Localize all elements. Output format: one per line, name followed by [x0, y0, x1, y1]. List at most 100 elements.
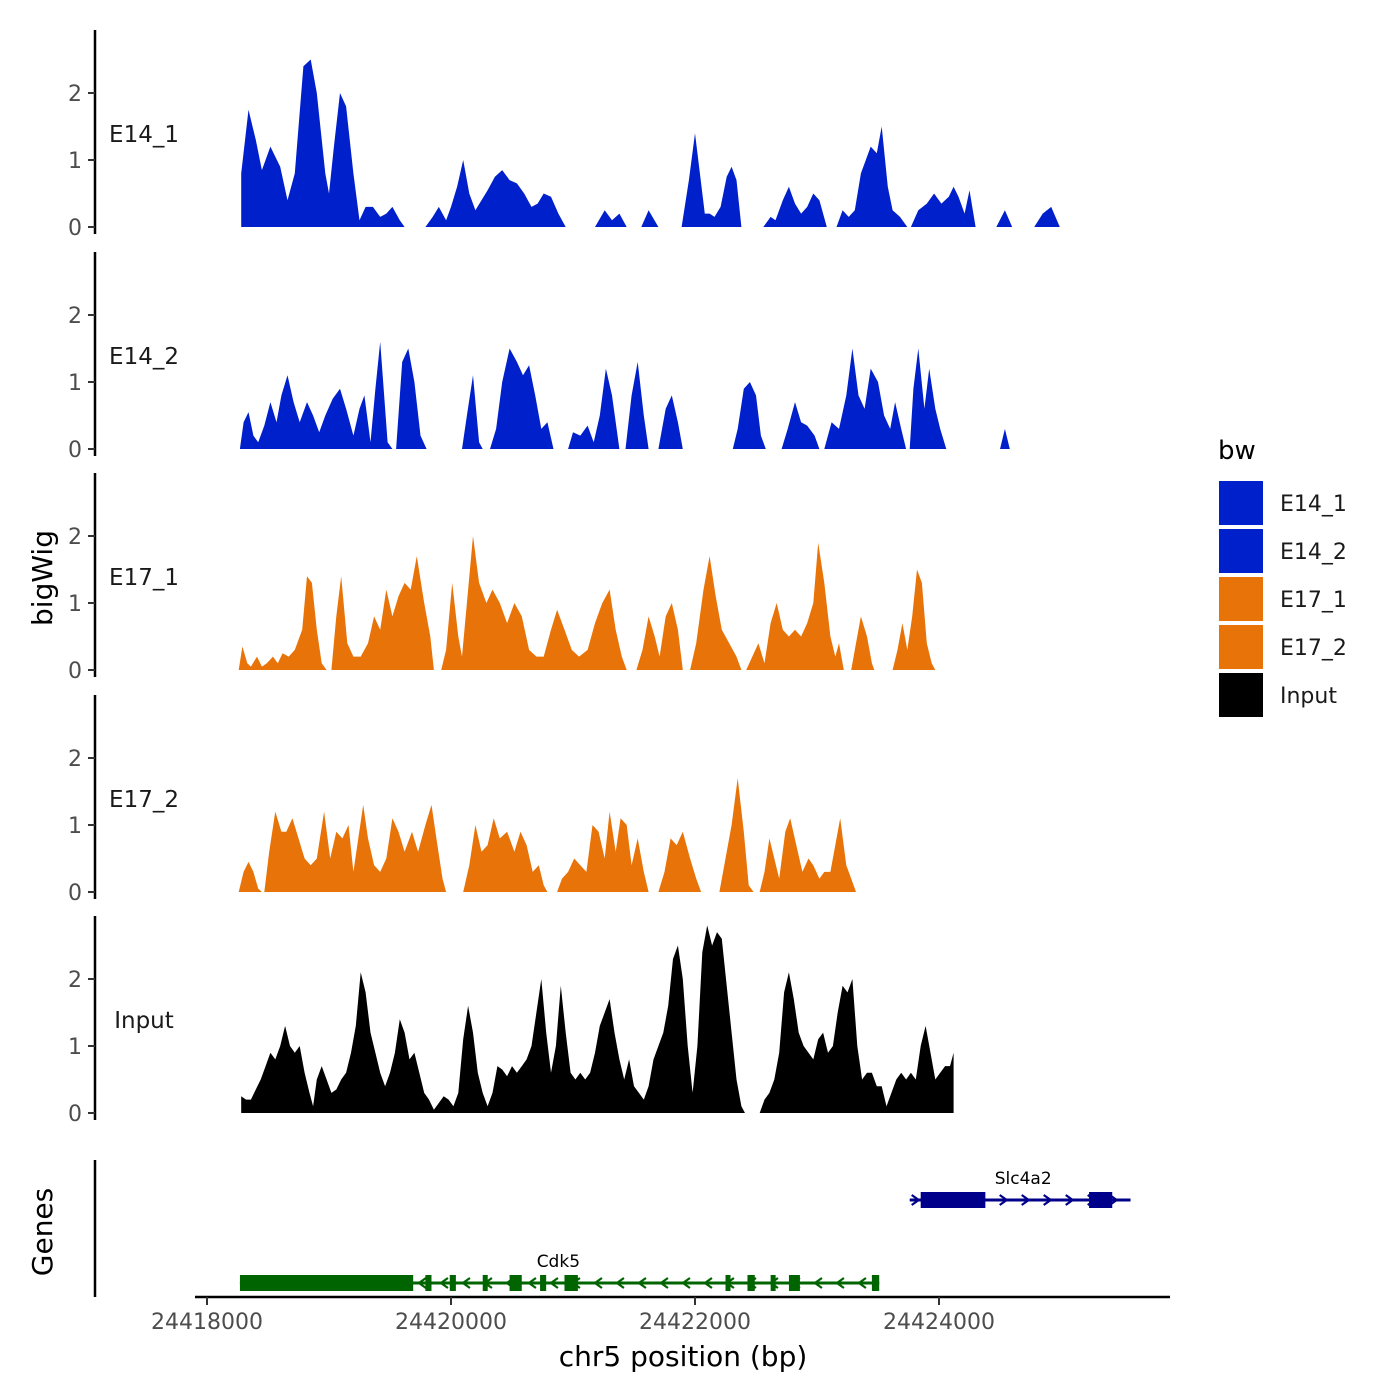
- track-E17_2: 0 1 2 E17_2: [68, 695, 856, 906]
- strand-arrow: [1021, 1194, 1031, 1206]
- x-tick-label: 24420000: [395, 1310, 507, 1335]
- x-tick-label: 24418000: [151, 1310, 263, 1335]
- y-tick-label: 1: [68, 371, 82, 396]
- signal-area-E14_2: [462, 375, 483, 449]
- y-tick-label: 2: [68, 968, 82, 993]
- signal-area-E17_1: [690, 556, 742, 670]
- gene-Slc4a2: Slc4a2: [909, 1169, 1131, 1208]
- strand-arrow: [659, 1277, 669, 1289]
- signal-area-E17_2: [719, 778, 754, 892]
- signal-area-E14_2: [490, 348, 554, 449]
- signal-area-E17_2: [463, 818, 548, 892]
- y-tick-label: 1: [68, 814, 82, 839]
- signal-area-E14_1: [836, 126, 908, 227]
- signal-area-E17_2: [759, 818, 856, 892]
- strand-arrow: [527, 1277, 537, 1289]
- gene-exon: [788, 1275, 800, 1291]
- signal-area-E14_1: [681, 133, 742, 227]
- strand-arrow: [593, 1277, 603, 1289]
- track-E14_2: 0 1 2 E14_2: [68, 252, 1010, 463]
- signal-area-E14_2: [1000, 428, 1010, 449]
- gene-label: Cdk5: [537, 1252, 580, 1272]
- y-tick-label: 0: [68, 216, 82, 241]
- strand-arrow: [461, 1277, 471, 1289]
- y-tick-label: 2: [68, 304, 82, 329]
- legend-label: E14_1: [1280, 492, 1347, 517]
- legend: bw E14_1 E14_2 E17_1 E17_2 Input: [1217, 436, 1347, 719]
- track-label: Input: [114, 1008, 174, 1034]
- gene-Cdk5: Cdk5: [239, 1252, 880, 1291]
- signal-area-Input: [241, 925, 745, 1113]
- signal-area-E14_1: [910, 186, 976, 227]
- y-tick-label: 2: [68, 747, 82, 772]
- signal-area-E14_2: [732, 382, 766, 449]
- strand-arrow: [681, 1277, 691, 1289]
- track-label: E17_2: [109, 787, 179, 813]
- y-axis-title: bigWig: [26, 530, 59, 626]
- strand-arrow: [1065, 1194, 1075, 1206]
- gene-label: Slc4a2: [995, 1169, 1052, 1189]
- signal-area-E14_2: [658, 395, 683, 449]
- y-tick-label: 1: [68, 149, 82, 174]
- gene-exon: [449, 1275, 456, 1291]
- strand-arrow: [857, 1277, 867, 1289]
- y-tick-label: 0: [68, 659, 82, 684]
- strand-arrow: [835, 1277, 845, 1289]
- y-tick-label: 1: [68, 1035, 82, 1060]
- legend-swatch: [1217, 623, 1265, 671]
- strand-arrow: [911, 1194, 921, 1206]
- genes-layer: Slc4a2 Cdk5: [93, 1160, 1131, 1297]
- gene-exon: [1089, 1192, 1113, 1208]
- signal-area-E14_2: [781, 402, 820, 449]
- signal-area-E17_2: [658, 831, 702, 892]
- legend-label: E14_2: [1280, 540, 1347, 565]
- gene-exon: [725, 1275, 731, 1291]
- strand-arrow: [1043, 1194, 1053, 1206]
- x-tick-label: 24422000: [639, 1310, 751, 1335]
- track-label: E14_1: [109, 122, 179, 148]
- gene-exon: [540, 1275, 547, 1291]
- gene-exon: [239, 1275, 414, 1291]
- strand-arrow: [703, 1277, 713, 1289]
- signal-area-E14_2: [239, 341, 393, 449]
- signal-area-E14_2: [396, 348, 427, 449]
- track-Input: 0 1 2 Input: [68, 916, 954, 1127]
- signal-area-E17_1: [892, 569, 936, 670]
- strand-arrow: [813, 1277, 823, 1289]
- strand-arrow: [999, 1194, 1009, 1206]
- signal-area-E17_1: [441, 536, 627, 670]
- signal-area-E14_2: [909, 348, 947, 449]
- gene-exon: [871, 1275, 880, 1291]
- signal-area-E17_2: [264, 804, 447, 892]
- gene-exon: [770, 1275, 776, 1291]
- y-tick-label: 0: [68, 881, 82, 906]
- signal-area-E17_1: [636, 603, 683, 670]
- strand-arrow: [549, 1277, 559, 1289]
- signal-area-Input: [759, 972, 954, 1113]
- y-tick-label: 2: [68, 525, 82, 550]
- x-tick-label: 24424000: [883, 1310, 995, 1335]
- strand-arrow: [615, 1277, 625, 1289]
- signal-area-E14_2: [625, 361, 649, 449]
- signal-area-E17_1: [851, 616, 875, 670]
- y-tick-label: 2: [68, 82, 82, 107]
- signal-area-E14_1: [595, 210, 627, 227]
- legend-label: E17_2: [1280, 636, 1347, 661]
- track-label: E14_2: [109, 344, 179, 370]
- signal-area-E14_1: [1034, 206, 1060, 227]
- strand-arrow: [637, 1277, 647, 1289]
- signal-area-E17_1: [238, 576, 327, 670]
- y-tick-label: 0: [68, 438, 82, 463]
- legend-swatch: [1217, 575, 1265, 623]
- gene-exon: [509, 1275, 522, 1291]
- track-label: E17_1: [109, 565, 179, 591]
- signal-area-E17_2: [238, 861, 262, 892]
- gene-exon: [747, 1275, 755, 1291]
- signal-area-E14_2: [568, 368, 620, 449]
- tracks-layer: 0 1 2 E14_1 0 1 2 E14_2 0 1 2 E17_1 0 1 2 E17_2 0 1 2 Input: [68, 30, 1060, 1127]
- gene-exon: [564, 1275, 578, 1291]
- legend-swatch: [1217, 527, 1265, 575]
- signal-area-E17_2: [557, 811, 649, 892]
- x-axis-title: chr5 position (bp): [559, 1340, 808, 1373]
